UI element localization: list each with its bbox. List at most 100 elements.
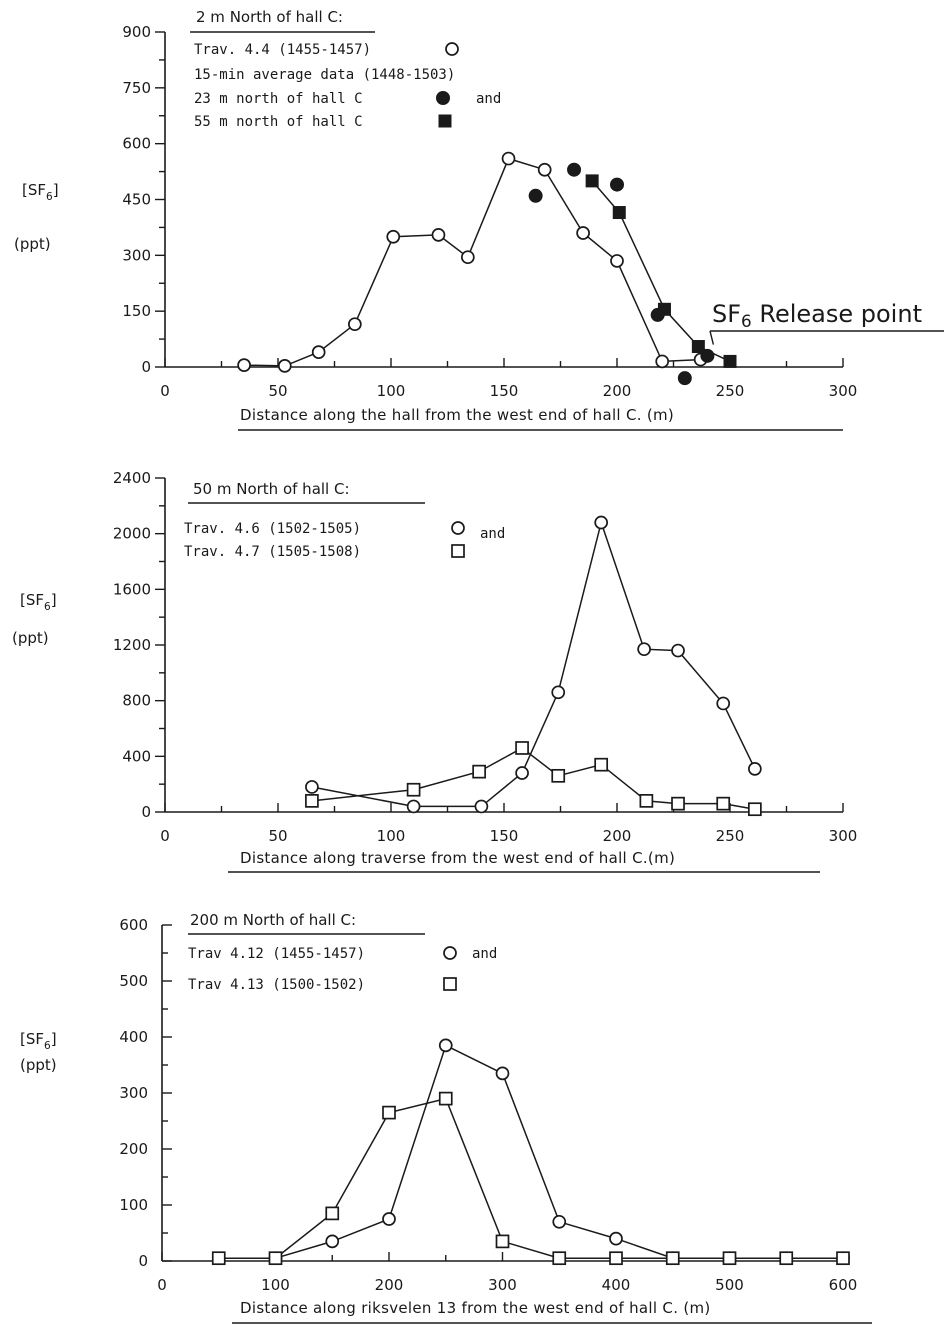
legend-marker [443,977,457,991]
data-point [665,1251,680,1266]
data-point [567,162,582,177]
x-axis-label: Distance along the hall from the west en… [240,406,674,424]
data-point [657,302,671,316]
series-line [311,747,756,810]
data-point [748,762,762,776]
data-point [677,371,692,386]
legend-entry: Trav. 4.7 (1505-1508) [184,544,361,560]
data-point [585,174,599,188]
series-1 [237,151,708,373]
x-tick-label: 100 [377,382,406,400]
y-tick-label: 800 [122,692,151,710]
x-tick-label: 150 [490,382,519,400]
data-point [637,642,651,657]
data-point [438,1038,453,1053]
data-point [347,317,362,332]
y-tick-label: 1200 [113,636,151,654]
data-point [594,515,609,530]
data-point [528,188,543,203]
series-3 [585,174,737,368]
data-point [671,796,685,811]
data-point [551,768,566,783]
legend-marker [436,91,450,105]
x-tick-label: 0 [157,1276,167,1294]
x-tick-label: 50 [268,382,287,400]
y-tick-label: 900 [122,23,151,41]
y-axis-unit: (ppt) [20,1056,57,1074]
data-point [277,359,292,373]
x-tick-label: 600 [829,1276,858,1294]
panel-title: 50 m North of hall C: [193,480,350,498]
series-2 [211,1091,850,1266]
series-line [311,519,756,808]
x-tick-label: 50 [268,827,287,845]
data-point [438,1091,453,1106]
legend-marker [451,544,465,558]
x-tick-label: 250 [716,382,745,400]
legend-entry: Trav. 4.6 (1502-1505) [184,521,361,537]
data-point [460,250,475,265]
y-tick-label: 0 [141,358,151,376]
data-point [515,741,529,755]
release-point-leader [709,330,715,345]
y-axis-label: [SF6] [20,1030,57,1052]
data-point [691,340,705,354]
x-tick-label: 150 [490,827,519,845]
x-axis-label: Distance along riksvelen 13 from the wes… [240,1299,711,1317]
data-point [716,696,731,711]
data-point [431,228,446,242]
data-point [655,354,670,369]
data-point [576,226,590,240]
y-tick-label: 100 [119,1196,148,1214]
data-point [311,345,326,359]
legend-entry: 23 m north of hall C [194,91,363,107]
legend-entry: 15-min average data (1448-1503) [194,67,455,83]
data-point [382,1212,396,1226]
data-point [610,177,624,192]
x-tick-label: 200 [603,827,632,845]
data-point [552,1251,567,1266]
series-2 [528,162,715,386]
x-tick-label: 100 [261,1276,290,1294]
y-tick-label: 150 [122,302,151,320]
y-tick-label: 400 [119,1028,148,1046]
legend-marker [445,42,459,56]
x-tick-label: 200 [375,1276,404,1294]
data-point [609,1231,623,1246]
y-tick-label: 1600 [113,580,151,598]
data-point [305,780,319,794]
y-tick-label: 0 [141,803,151,821]
y-axis-label: [SF6] [22,181,59,203]
legend-marker [438,114,452,128]
y-tick-label: 600 [122,135,151,153]
data-point [305,794,319,808]
release-point-label: SF6 Release point [712,300,922,331]
panel-title: 2 m North of hall C: [196,8,343,26]
data-point [495,1066,510,1081]
x-tick-label: 200 [603,382,632,400]
data-point [610,254,624,268]
data-point [552,1214,567,1229]
data-point [268,1251,283,1266]
legend-entry: and [472,946,497,962]
data-point [472,764,486,779]
legend-entry: Trav 4.12 (1455-1457) [188,946,365,962]
x-tick-label: 300 [488,1276,517,1294]
series-line [218,1097,843,1259]
x-axis-label: Distance along traverse from the west en… [240,849,675,867]
data-point [406,782,421,797]
data-point [325,1234,340,1249]
x-tick-label: 300 [829,827,858,845]
y-tick-label: 2000 [113,525,151,543]
chart-panel-1: 0 50 100 150 200 250 300 0 150 300 450 600 750 900 [SF… [14,8,944,431]
data-point [495,1234,510,1249]
x-tick-label: 100 [377,827,406,845]
chart-panel-3: 0 100 200 300 400 500 600 0 100 200 300 400 500 600 [S… [20,911,872,1324]
data-point [501,151,516,166]
x-tick-label: 250 [716,827,745,845]
data-point [551,685,566,700]
data-point [474,799,489,814]
data-point [325,1206,340,1221]
data-point [722,1251,737,1266]
